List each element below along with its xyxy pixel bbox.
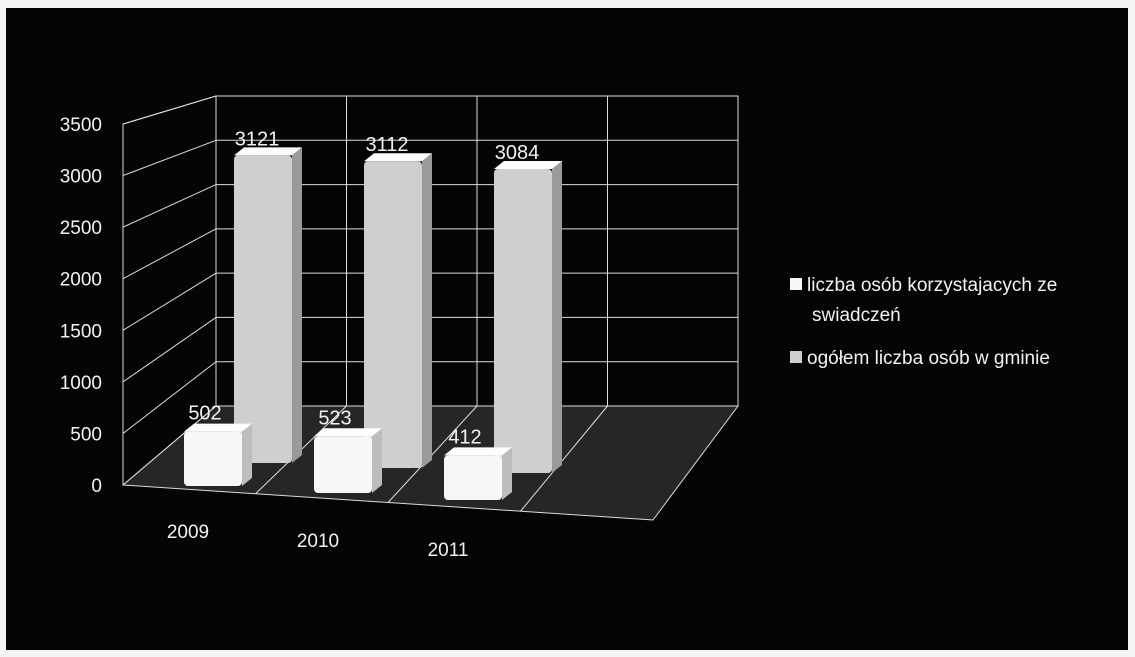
floor-divider [520, 405, 608, 512]
bar-back-series-top [494, 161, 562, 170]
y-tick-label: 3000 [60, 167, 102, 188]
gridline-side [122, 405, 217, 486]
y-tick-label: 1000 [60, 373, 102, 394]
y-axis-ticks: 0 500 1000 1500 2000 2500 3000 3500 [60, 115, 102, 497]
bar-front-series-side [502, 447, 512, 500]
y-tick-label: 500 [70, 424, 102, 445]
legend-label: ogółem liczba osób w gminie [807, 348, 1050, 369]
bars [184, 147, 562, 500]
data-label-front: 412 [448, 426, 481, 448]
bar-front-series [314, 436, 372, 493]
legend-swatch [790, 351, 802, 363]
gridlines [122, 95, 738, 512]
x-axis-ticks: 2009 2010 2011 [167, 522, 469, 561]
legend-swatch [790, 278, 802, 290]
data-labels: 3121 3112 3084 502 523 412 [188, 128, 539, 448]
bar-front-series [444, 455, 502, 500]
bar-back-series [234, 155, 292, 463]
floor-divider [387, 405, 478, 503]
bar-back-series-top [364, 153, 432, 162]
chart-frame: 0 500 1000 1500 2000 2500 3000 3500 3121 3112 308… [6, 8, 1128, 650]
bar-front-series-top [184, 423, 252, 432]
x-tick-label: 2010 [297, 531, 339, 552]
gridline-side [122, 139, 217, 177]
bar-front-series-top [314, 428, 382, 437]
y-tick-label: 1500 [60, 321, 102, 342]
bar-front-series-top [444, 447, 512, 456]
legend-label: liczba osób korzystajacych ze swiadczeń [807, 275, 1057, 326]
y-tick-label: 2000 [60, 270, 102, 291]
gridline-side [122, 272, 217, 331]
data-label-back: 3112 [365, 134, 408, 156]
bar-front-series-side [372, 428, 382, 493]
x-tick-label: 2009 [167, 522, 209, 543]
bar-front-series [184, 431, 242, 486]
bar-back-series-top [234, 147, 302, 156]
gridline-side [122, 361, 217, 434]
gridline-side [122, 317, 217, 383]
data-label-front: 523 [318, 407, 351, 429]
gridline-side [122, 184, 217, 228]
bar-back-series-side [292, 147, 302, 463]
legend: liczba osób korzystajacych ze swiadczeń og… [790, 275, 1057, 369]
y-tick-label: 0 [91, 476, 102, 497]
data-label-back: 3121 [235, 128, 280, 150]
data-label-back: 3084 [495, 142, 540, 164]
bar-back-series [364, 161, 422, 468]
bar-back-series-side [552, 161, 562, 473]
bar-back-series [494, 169, 552, 473]
bar-back-series-side [422, 153, 432, 468]
gridline-side [122, 95, 217, 125]
y-tick-label: 3500 [60, 115, 102, 136]
data-label-front: 502 [188, 403, 221, 425]
chart: 0 500 1000 1500 2000 2500 3000 3500 3121 3112 308… [60, 95, 1057, 561]
gridline-side [122, 228, 217, 280]
y-tick-label: 2500 [60, 218, 102, 239]
x-tick-label: 2011 [428, 540, 469, 561]
bar-front-series-side [242, 423, 252, 486]
